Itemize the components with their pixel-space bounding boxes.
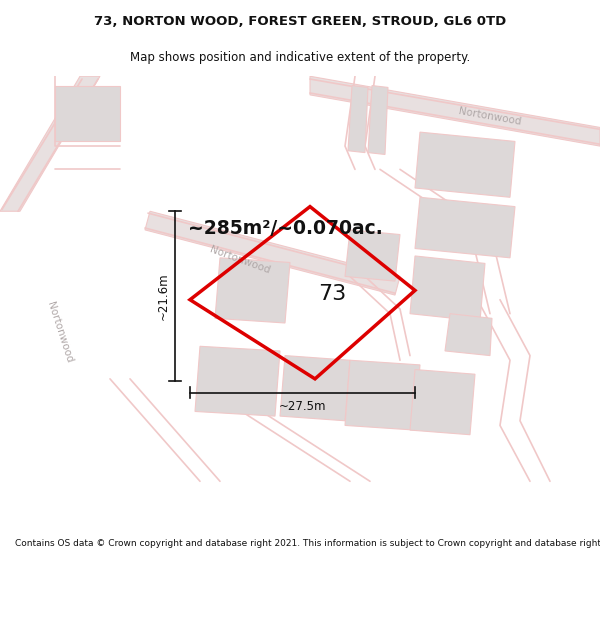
Text: ~285m²/~0.070ac.: ~285m²/~0.070ac.	[188, 219, 382, 238]
Text: ~21.6m: ~21.6m	[157, 272, 170, 320]
Polygon shape	[368, 86, 388, 154]
Polygon shape	[410, 256, 485, 321]
Text: ~27.5m: ~27.5m	[279, 400, 326, 413]
Polygon shape	[215, 258, 290, 323]
Polygon shape	[310, 76, 600, 146]
Polygon shape	[345, 360, 420, 430]
Text: 73, NORTON WOOD, FOREST GREEN, STROUD, GL6 0TD: 73, NORTON WOOD, FOREST GREEN, STROUD, G…	[94, 15, 506, 28]
Polygon shape	[415, 198, 515, 258]
Text: Nortonwood: Nortonwood	[208, 244, 272, 275]
Text: 73: 73	[319, 284, 347, 304]
Polygon shape	[280, 356, 350, 421]
Polygon shape	[345, 230, 400, 281]
Polygon shape	[55, 86, 120, 141]
Polygon shape	[415, 132, 515, 198]
Polygon shape	[195, 346, 280, 416]
Polygon shape	[410, 369, 475, 435]
Text: Nortonwood: Nortonwood	[46, 301, 74, 364]
Polygon shape	[145, 211, 400, 295]
Text: Map shows position and indicative extent of the property.: Map shows position and indicative extent…	[130, 51, 470, 64]
Polygon shape	[0, 76, 100, 211]
Polygon shape	[445, 314, 492, 356]
Text: Nortonwood: Nortonwood	[458, 106, 522, 127]
Polygon shape	[348, 86, 368, 152]
Text: Contains OS data © Crown copyright and database right 2021. This information is : Contains OS data © Crown copyright and d…	[15, 539, 600, 548]
